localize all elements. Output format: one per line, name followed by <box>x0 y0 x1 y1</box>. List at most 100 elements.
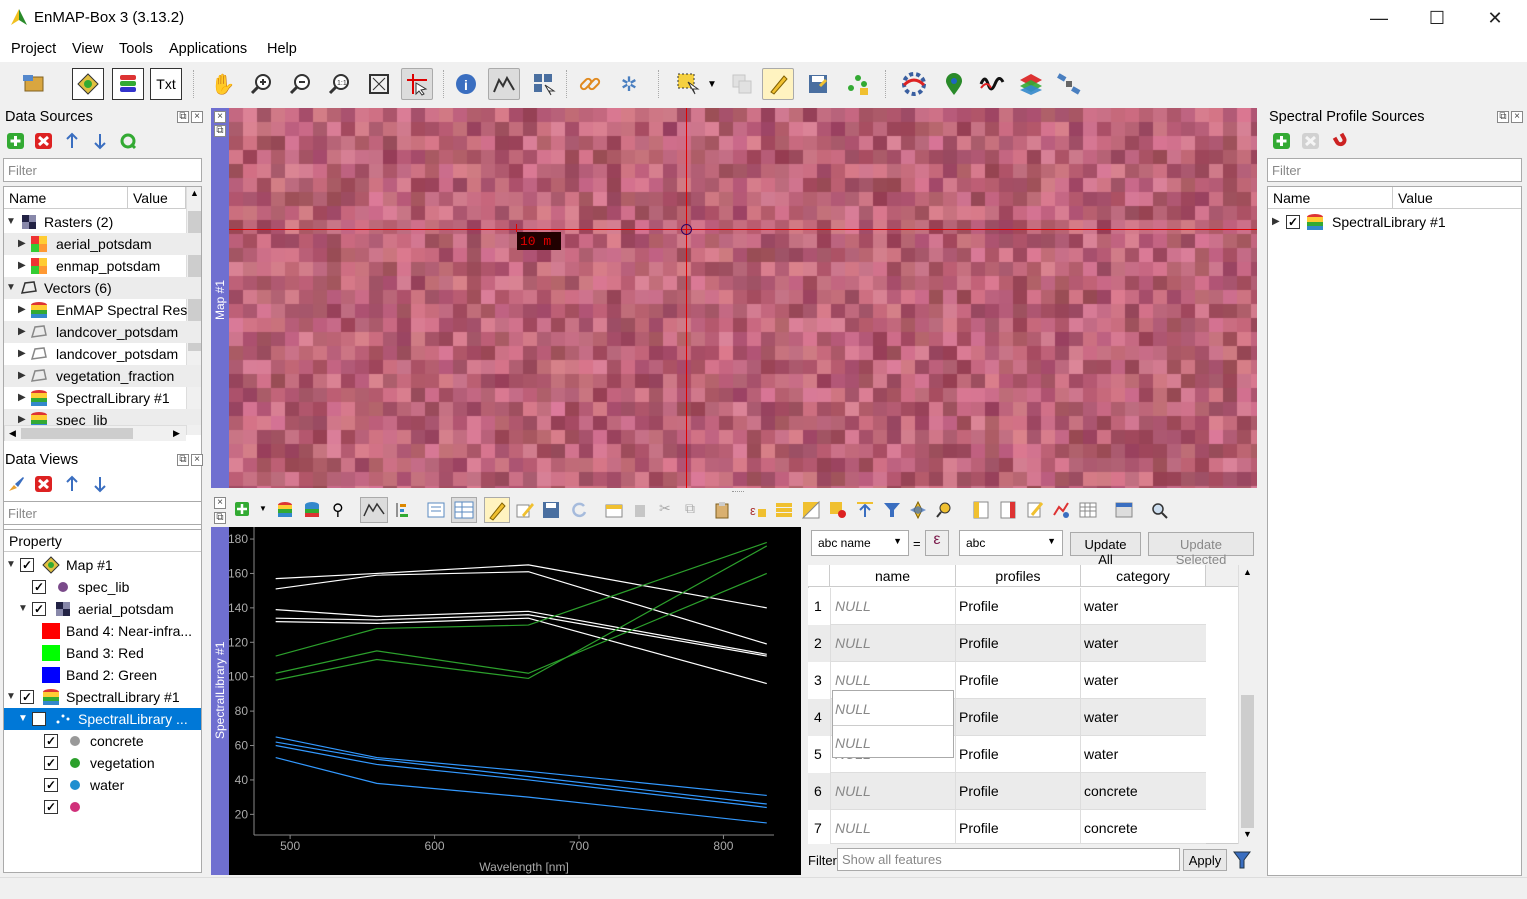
select-all-icon[interactable] <box>775 501 793 519</box>
view-aerial-potsdam[interactable]: ▼ ✓ aerial_potsdam <box>18 601 174 617</box>
table-view-toggle[interactable] <box>451 497 477 523</box>
search-table-icon[interactable] <box>1150 501 1168 519</box>
dock-table-icon[interactable] <box>1115 501 1133 519</box>
profile-source-item[interactable]: ▶ ✓ SpectralLibrary #1 <box>1272 214 1446 230</box>
close-button[interactable]: ✕ <box>1487 8 1503 28</box>
tree-item-vegetation-fraction[interactable]: ▶ vegetation_fraction <box>4 365 201 387</box>
location-pin-icon[interactable] <box>938 68 970 100</box>
view-vegetation[interactable]: ✓ vegetation <box>44 755 155 771</box>
cell-profile[interactable]: Profile <box>959 746 999 762</box>
collapse-icon[interactable] <box>63 475 81 493</box>
filter-features-icon[interactable] <box>883 501 901 519</box>
profile-sources-filter[interactable]: Filter <box>1267 158 1522 182</box>
collapse-icon[interactable] <box>63 132 81 150</box>
col-name[interactable]: Name <box>1268 187 1393 209</box>
spectral-dock-bar[interactable]: SpectralLibrary #1 <box>211 527 229 875</box>
tree-item-enmap-spectral[interactable]: ▶ EnMAP Spectral Res <box>18 302 188 318</box>
expand-icon[interactable] <box>91 132 109 150</box>
view-band-4[interactable]: Band 4: Near-infra... <box>4 620 201 642</box>
open-text-view-icon[interactable]: Txt <box>150 68 182 100</box>
select-dropdown-icon[interactable]: ▼ <box>707 78 717 90</box>
add-profile-icon[interactable] <box>234 501 250 517</box>
tree-item-aerial-potsdam[interactable]: ▶ aerial_potsdam <box>4 233 201 255</box>
series-line-concrete[interactable] <box>275 608 767 655</box>
cell-profile[interactable]: Profile <box>959 709 999 725</box>
series-line-vegetation[interactable] <box>275 545 768 681</box>
table-filter-input[interactable]: Show all features <box>837 848 1180 871</box>
cell-name[interactable]: NULL <box>835 783 871 799</box>
row-number[interactable]: 5 <box>814 746 822 762</box>
series-line-water[interactable] <box>275 741 767 805</box>
menu-applications[interactable]: Applications <box>169 41 248 57</box>
tree-group-rasters[interactable]: ▼ Rasters (2) <box>6 214 114 230</box>
view-other[interactable]: ✓ <box>4 796 201 818</box>
table-row[interactable]: 7 NULL Profile concrete <box>808 810 1206 844</box>
pan-to-selection-icon[interactable] <box>909 501 927 519</box>
save-icon[interactable] <box>542 501 560 519</box>
cell-name[interactable]: NULL <box>835 672 871 688</box>
cell-profile[interactable]: Profile <box>959 635 999 651</box>
identify-cursor-location-icon[interactable] <box>401 68 433 100</box>
row-number[interactable]: 7 <box>814 820 822 836</box>
float-spectral-icon[interactable]: ⧉ <box>214 512 226 524</box>
row-number[interactable]: 4 <box>814 709 822 725</box>
map-dock-bar[interactable]: × ⧉ Map #1 <box>211 108 229 488</box>
float-map-icon[interactable]: ⧉ <box>214 125 226 137</box>
close-map-icon[interactable]: × <box>214 111 226 123</box>
cell-category[interactable]: water <box>1084 635 1119 651</box>
magnet-icon[interactable] <box>1331 132 1351 150</box>
cell-category[interactable]: concrete <box>1084 783 1138 799</box>
col-property[interactable]: Property <box>4 530 201 552</box>
col-value[interactable]: Value <box>1393 187 1521 209</box>
filter-funnel-icon[interactable] <box>1233 850 1251 870</box>
cell-category[interactable]: water <box>1084 672 1119 688</box>
spectral-plot[interactable]: 20 40 60 80 100 120 140 160 180 500 600 700 800 Wavel… <box>228 527 801 875</box>
zoom-out-icon[interactable] <box>285 68 317 100</box>
view-band-2[interactable]: Band 2: Green <box>4 664 201 686</box>
update-selected-button[interactable]: Update Selected <box>1148 532 1254 567</box>
close-panel-icon[interactable]: × <box>191 111 203 123</box>
menu-tools[interactable]: Tools <box>119 41 153 57</box>
cell-category[interactable]: water <box>1084 709 1119 725</box>
add-points-icon[interactable] <box>842 68 874 100</box>
spectral-profile-icon[interactable] <box>488 68 520 100</box>
table-row[interactable]: 1 NULL Profile water <box>808 588 1206 625</box>
expression-button[interactable]: ε <box>925 530 949 556</box>
cell-profile[interactable]: Profile <box>959 783 999 799</box>
export-library-icon[interactable] <box>303 501 321 519</box>
float-panel-icon[interactable]: ⧉ <box>177 454 189 466</box>
close-panel-icon[interactable]: × <box>1511 111 1523 123</box>
menu-project[interactable]: Project <box>11 41 57 57</box>
brush-tool-icon[interactable]: ⚲ <box>332 502 344 519</box>
invert-selection-icon[interactable] <box>802 501 820 519</box>
edit-toggle[interactable] <box>484 497 510 523</box>
series-line-concrete[interactable] <box>275 614 767 657</box>
tree-item-enmap-potsdam[interactable]: ▶ enmap_potsdam <box>18 258 161 274</box>
horizontal-scrollbar[interactable]: ◀ ▶ <box>4 425 186 441</box>
multi-edit-icon[interactable] <box>516 501 534 519</box>
cell-name[interactable]: NULL <box>835 598 871 614</box>
select-band-icon[interactable] <box>528 68 560 100</box>
close-spectral-icon[interactable]: × <box>214 497 226 509</box>
view-map-1[interactable]: ▼ ✓ Map #1 <box>6 556 113 574</box>
spectral-curve-icon[interactable] <box>976 68 1008 100</box>
series-line-water[interactable] <box>275 744 767 809</box>
layer-stack-icon[interactable] <box>1015 68 1047 100</box>
data-views-filter[interactable]: Filter <box>3 501 202 525</box>
tree-item-landcover-2[interactable]: ▶ landcover_potsdam <box>18 346 179 362</box>
series-line-water[interactable] <box>275 756 767 824</box>
menu-help[interactable]: Help <box>267 41 297 57</box>
add-dropdown-icon[interactable]: ▼ <box>259 504 267 513</box>
brush-icon[interactable] <box>6 475 26 493</box>
delete-field-icon[interactable] <box>999 501 1017 519</box>
tree-item-landcover-1[interactable]: ▶ landcover_potsdam <box>4 321 201 343</box>
table-row[interactable]: 6 NULL Profile concrete <box>808 773 1206 810</box>
settings-gear-icon[interactable]: ✲ <box>620 73 638 96</box>
tree-item-spec-lib[interactable]: ▶ spec_lib <box>4 409 201 425</box>
form-view-icon[interactable] <box>427 501 445 519</box>
col-name[interactable]: Name <box>4 187 128 209</box>
table-scrollbar[interactable]: ▲ ▼ <box>1238 565 1255 844</box>
series-line-concrete[interactable] <box>275 617 767 685</box>
cell-profile[interactable]: Profile <box>959 672 999 688</box>
minimize-button[interactable]: — <box>1370 8 1388 28</box>
